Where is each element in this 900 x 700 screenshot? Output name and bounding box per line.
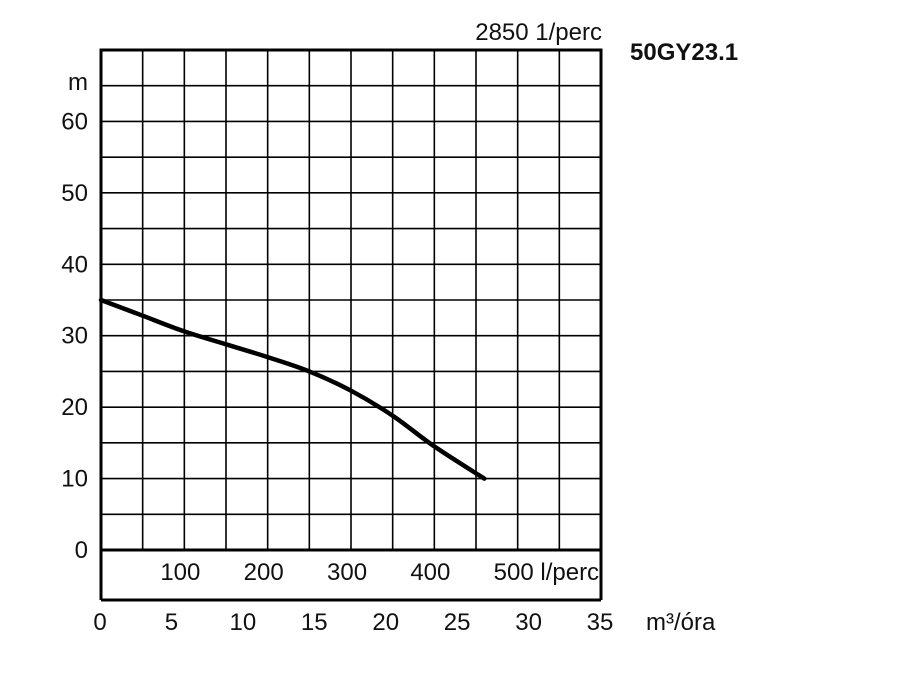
- x-m3h-tick-label: 35: [587, 609, 614, 636]
- x-m3h-axis-label: m³/óra: [646, 609, 716, 636]
- x-lpm-tick-label: 300: [327, 559, 367, 586]
- y-tick-labels: 0 10 20 30 40 50 60: [61, 108, 88, 564]
- x-m3h-tick-label: 20: [372, 609, 399, 636]
- series-curves: [98, 297, 487, 481]
- x-lpm-tick-label: 500 l/perc: [494, 559, 599, 586]
- y-tick-label: 10: [61, 466, 88, 493]
- x-m3h-tick-label: 5: [165, 609, 178, 636]
- grid-lines: [101, 50, 601, 550]
- x-lpm-tick-label: 100: [160, 559, 200, 586]
- x-lpm-tick-label: 200: [244, 559, 284, 586]
- y-tick-label: 40: [61, 251, 88, 278]
- y-tick-label: 0: [75, 537, 88, 564]
- x-m3h-tick-labels: 0 5 10 15 20 25 30 35: [93, 609, 613, 636]
- y-tick-label: 50: [61, 180, 88, 207]
- x-m3h-tick-label: 25: [444, 609, 471, 636]
- x-m3h-tick-label: 0: [93, 609, 106, 636]
- model-label: 50GY23.1: [630, 39, 738, 66]
- y-axis-label: m: [68, 69, 88, 96]
- chart-title: 2850 1/perc: [475, 19, 602, 46]
- x-m3h-tick-label: 10: [230, 609, 257, 636]
- x-lpm-tick-labels: 100 200 300 400 500 l/perc: [160, 559, 599, 586]
- x-lpm-tick-label: 400: [410, 559, 450, 586]
- y-tick-label: 20: [61, 394, 88, 421]
- y-tick-label: 30: [61, 323, 88, 350]
- y-tick-label: 60: [61, 108, 88, 135]
- x-m3h-tick-label: 15: [301, 609, 328, 636]
- series-line-0: [98, 297, 487, 481]
- x-m3h-tick-label: 30: [515, 609, 542, 636]
